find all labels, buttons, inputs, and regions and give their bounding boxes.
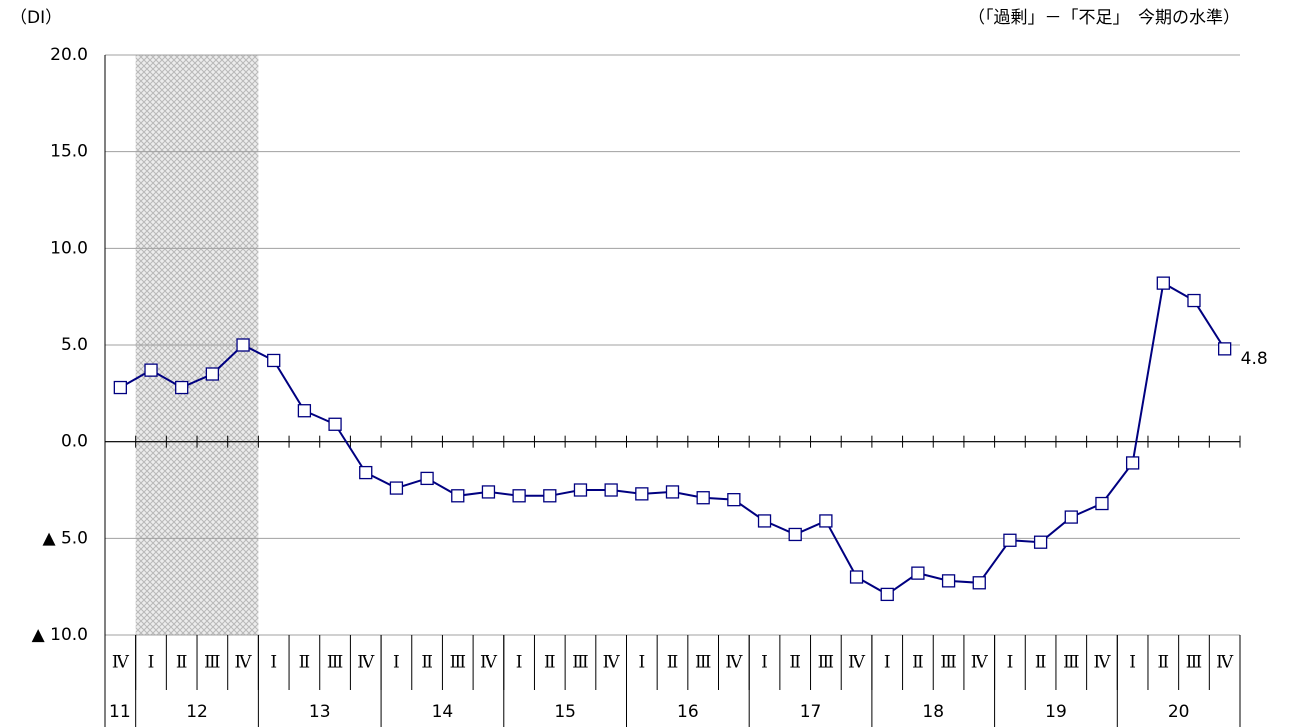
y-tick-label: 10.0 — [50, 238, 88, 258]
year-label: 16 — [677, 702, 699, 722]
marker — [481, 485, 496, 499]
year-label: 19 — [1045, 702, 1067, 722]
x-tick-label: Ⅲ — [572, 653, 588, 673]
x-tick-label: Ⅰ — [393, 653, 400, 673]
x-tick-label: Ⅲ — [940, 653, 956, 673]
x-tick-label: Ⅳ — [971, 653, 989, 673]
x-tick-label: Ⅲ — [1063, 653, 1079, 673]
marker — [512, 489, 526, 503]
marker — [696, 491, 710, 505]
marker — [849, 570, 864, 584]
marker — [205, 367, 220, 381]
year-label: 17 — [800, 702, 822, 722]
x-tick-label: Ⅲ — [204, 653, 220, 673]
x-tick-label: Ⅱ — [544, 653, 556, 673]
x-tick-label: Ⅱ — [667, 653, 679, 673]
x-tick-label: Ⅰ — [1129, 653, 1136, 673]
x-tick-label: Ⅰ — [1007, 653, 1014, 673]
x-tick-label: Ⅳ — [112, 653, 130, 673]
marker — [604, 483, 618, 497]
x-tick-label: Ⅲ — [327, 653, 343, 673]
year-label: 11 — [109, 702, 131, 722]
x-tick-label: Ⅳ — [848, 653, 866, 673]
marker — [941, 574, 956, 588]
marker — [635, 487, 649, 501]
marker — [573, 483, 588, 497]
x-tick-label: Ⅱ — [421, 653, 433, 673]
x-tick-label: Ⅱ — [789, 653, 801, 673]
x-tick-label: Ⅰ — [516, 653, 523, 673]
marker — [819, 514, 833, 528]
y-tick-label: ▲ 5.0 — [42, 528, 88, 548]
y-tick-label: 0.0 — [61, 432, 88, 452]
x-tick-label: Ⅳ — [357, 653, 375, 673]
y-tick-label: 5.0 — [61, 335, 88, 355]
marker — [1156, 276, 1170, 290]
x-tick-label: Ⅲ — [1186, 653, 1202, 673]
marker — [420, 471, 434, 486]
marker — [175, 380, 189, 395]
marker — [1064, 510, 1078, 524]
data-label: 4.8 — [1241, 349, 1268, 369]
year-label: 20 — [1168, 702, 1190, 722]
marker — [1187, 293, 1201, 308]
x-tick-label: Ⅱ — [1035, 653, 1047, 673]
chart-note: （「過剰」－「不足」 今期の水準） — [968, 8, 1240, 28]
marker — [113, 380, 127, 395]
marker — [1125, 456, 1140, 470]
marker — [1003, 533, 1017, 547]
marker — [328, 417, 342, 431]
year-label: 14 — [432, 702, 454, 722]
x-tick-label: Ⅰ — [638, 653, 645, 673]
year-label: 18 — [922, 702, 944, 722]
marker — [451, 489, 465, 503]
marker — [359, 465, 373, 480]
x-tick-label: Ⅳ — [480, 653, 498, 673]
marker — [727, 493, 741, 507]
x-tick-label: Ⅲ — [695, 653, 711, 673]
x-tick-label: Ⅰ — [761, 653, 768, 673]
marker — [236, 338, 250, 352]
marker — [665, 485, 680, 499]
marker — [1218, 342, 1232, 356]
marker — [911, 566, 925, 580]
marker — [543, 489, 557, 503]
y-tick-label: 20.0 — [50, 45, 88, 65]
x-tick-label: Ⅰ — [270, 653, 277, 673]
x-tick-label: Ⅱ — [299, 653, 311, 673]
marker — [972, 576, 986, 590]
year-label: 15 — [554, 702, 576, 722]
x-tick-label: Ⅳ — [1093, 653, 1111, 673]
marker — [1095, 496, 1109, 511]
x-tick-label: Ⅳ — [235, 653, 253, 673]
marker — [757, 514, 772, 528]
marker — [788, 527, 802, 542]
x-tick-label: Ⅰ — [148, 653, 155, 673]
x-tick-label: Ⅳ — [725, 653, 743, 673]
x-tick-label: Ⅳ — [603, 653, 621, 673]
x-tick-label: Ⅰ — [884, 653, 891, 673]
marker — [1033, 535, 1048, 549]
x-tick-label: Ⅲ — [818, 653, 834, 673]
y-axis-label: （DI） — [10, 8, 62, 28]
x-tick-label: Ⅱ — [176, 653, 188, 673]
marker — [144, 363, 158, 377]
marker — [389, 481, 404, 495]
x-tick-label: Ⅲ — [450, 653, 466, 673]
year-label: 13 — [309, 702, 331, 722]
marker — [267, 353, 281, 368]
x-tick-label: Ⅳ — [1216, 653, 1234, 673]
marker — [297, 404, 312, 418]
y-tick-label: 15.0 — [50, 142, 88, 162]
marker — [880, 587, 894, 602]
x-tick-label: Ⅱ — [912, 653, 924, 673]
x-tick-label: Ⅱ — [1158, 653, 1170, 673]
y-tick-label: ▲ 10.0 — [32, 625, 88, 645]
year-label: 12 — [186, 702, 208, 722]
data-line — [119, 281, 1226, 596]
